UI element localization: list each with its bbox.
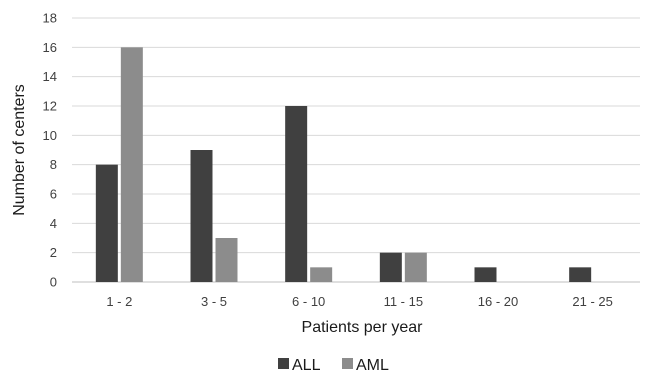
x-tick-label: 1 - 2 <box>106 294 132 309</box>
y-tick-label: 12 <box>43 99 57 114</box>
y-tick-label: 6 <box>50 187 57 202</box>
bar-aml-3 <box>404 252 427 282</box>
legend-swatch-all <box>278 358 289 369</box>
legend-label-all: ALL <box>292 357 321 374</box>
bar-all-1 <box>190 150 213 282</box>
bar-aml-2 <box>310 267 333 282</box>
x-tick-label: 3 - 5 <box>201 294 227 309</box>
x-axis-title: Patients per year <box>302 319 424 336</box>
bar-aml-0 <box>120 47 143 283</box>
y-tick-label: 16 <box>43 40 57 55</box>
x-axis-ticks: 1 - 2 3 - 5 6 - 10 11 - 15 16 - 20 21 - 25 <box>106 294 613 309</box>
y-tick-label: 8 <box>50 157 57 172</box>
y-tick-label: 18 <box>43 11 57 26</box>
x-tick-label: 6 - 10 <box>292 294 325 309</box>
bar-all-4 <box>474 267 497 282</box>
y-tick-label: 14 <box>43 69 57 84</box>
x-tick-label: 21 - 25 <box>572 294 612 309</box>
bar-all-3 <box>379 252 402 282</box>
x-tick-label: 11 - 15 <box>384 294 424 309</box>
bars <box>95 47 592 283</box>
bar-all-5 <box>569 267 592 282</box>
y-tick-label: 2 <box>50 245 57 260</box>
legend-swatch-aml <box>342 358 353 369</box>
bar-all-2 <box>285 106 308 282</box>
y-tick-label: 4 <box>50 216 57 231</box>
bar-all-0 <box>95 164 118 282</box>
bar-aml-1 <box>215 238 238 282</box>
legend: ALL AML <box>278 357 389 374</box>
y-tick-label: 0 <box>50 275 57 290</box>
y-tick-label: 10 <box>43 128 57 143</box>
y-axis-title: Number of centers <box>11 84 28 216</box>
gridlines <box>72 17 640 283</box>
legend-label-aml: AML <box>356 357 389 374</box>
y-axis-ticks: 0 2 4 6 8 10 12 14 16 18 <box>43 11 57 290</box>
x-tick-label: 16 - 20 <box>478 294 518 309</box>
